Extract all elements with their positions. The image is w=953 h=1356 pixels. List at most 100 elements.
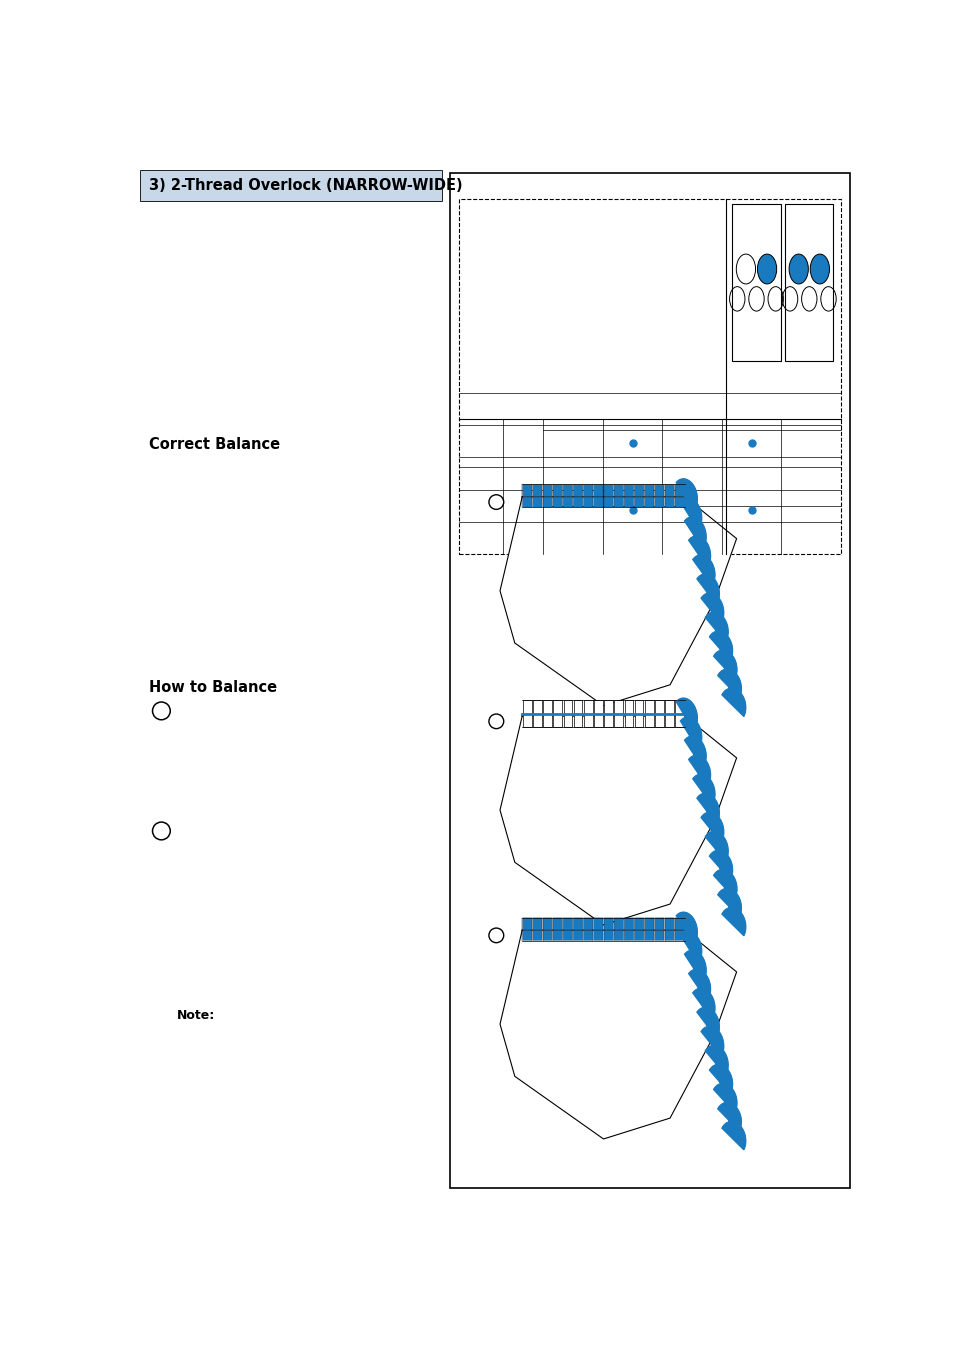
FancyBboxPatch shape bbox=[614, 498, 622, 507]
FancyBboxPatch shape bbox=[583, 930, 592, 940]
Bar bbox=[583, 701, 592, 727]
FancyBboxPatch shape bbox=[644, 918, 653, 930]
FancyBboxPatch shape bbox=[664, 484, 674, 496]
FancyBboxPatch shape bbox=[654, 484, 663, 496]
Text: 3) 2-Thread Overlock (NARROW-WIDE): 3) 2-Thread Overlock (NARROW-WIDE) bbox=[149, 178, 462, 193]
FancyBboxPatch shape bbox=[664, 930, 674, 940]
FancyBboxPatch shape bbox=[634, 498, 643, 507]
Bar bbox=[624, 701, 633, 727]
Polygon shape bbox=[499, 930, 736, 1139]
Bar bbox=[542, 701, 552, 727]
Polygon shape bbox=[700, 1026, 723, 1056]
FancyBboxPatch shape bbox=[573, 498, 582, 507]
Polygon shape bbox=[717, 670, 740, 698]
Ellipse shape bbox=[788, 254, 807, 283]
FancyBboxPatch shape bbox=[594, 918, 602, 930]
Bar bbox=[675, 701, 683, 727]
FancyBboxPatch shape bbox=[623, 918, 633, 930]
Polygon shape bbox=[704, 612, 727, 641]
Bar bbox=[614, 701, 622, 727]
FancyBboxPatch shape bbox=[644, 484, 653, 496]
Bar bbox=[655, 701, 663, 727]
Polygon shape bbox=[679, 717, 701, 750]
FancyBboxPatch shape bbox=[623, 930, 633, 940]
FancyBboxPatch shape bbox=[542, 918, 552, 930]
Text: How to Balance: How to Balance bbox=[149, 681, 276, 696]
Bar bbox=[644, 701, 653, 727]
FancyBboxPatch shape bbox=[594, 498, 602, 507]
Polygon shape bbox=[679, 932, 701, 963]
Polygon shape bbox=[684, 517, 705, 549]
Polygon shape bbox=[704, 831, 727, 861]
FancyBboxPatch shape bbox=[603, 498, 613, 507]
Polygon shape bbox=[721, 689, 745, 716]
Bar bbox=[459, 199, 840, 555]
FancyBboxPatch shape bbox=[603, 930, 613, 940]
FancyBboxPatch shape bbox=[583, 918, 592, 930]
FancyBboxPatch shape bbox=[553, 930, 561, 940]
FancyBboxPatch shape bbox=[563, 930, 572, 940]
Polygon shape bbox=[713, 650, 736, 679]
FancyBboxPatch shape bbox=[594, 930, 602, 940]
Polygon shape bbox=[684, 736, 705, 767]
FancyBboxPatch shape bbox=[623, 484, 633, 496]
FancyBboxPatch shape bbox=[644, 498, 653, 507]
Bar bbox=[522, 701, 531, 727]
FancyBboxPatch shape bbox=[594, 484, 602, 496]
Text: Correct Balance: Correct Balance bbox=[149, 437, 279, 452]
Polygon shape bbox=[717, 888, 740, 917]
FancyBboxPatch shape bbox=[675, 930, 683, 940]
FancyBboxPatch shape bbox=[614, 930, 622, 940]
Bar bbox=[634, 701, 642, 727]
FancyBboxPatch shape bbox=[533, 484, 541, 496]
FancyBboxPatch shape bbox=[563, 484, 572, 496]
FancyBboxPatch shape bbox=[654, 918, 663, 930]
FancyBboxPatch shape bbox=[583, 498, 592, 507]
FancyBboxPatch shape bbox=[533, 498, 541, 507]
Bar bbox=[563, 701, 572, 727]
Polygon shape bbox=[704, 1045, 727, 1075]
Bar bbox=[573, 701, 582, 727]
Polygon shape bbox=[697, 1008, 719, 1037]
Ellipse shape bbox=[757, 254, 776, 283]
Text: Note:: Note: bbox=[176, 1009, 215, 1022]
Polygon shape bbox=[679, 498, 701, 530]
Bar bbox=[140, 170, 441, 201]
FancyBboxPatch shape bbox=[553, 484, 561, 496]
FancyBboxPatch shape bbox=[675, 484, 683, 496]
Polygon shape bbox=[692, 774, 714, 805]
Polygon shape bbox=[697, 793, 719, 824]
FancyBboxPatch shape bbox=[563, 918, 572, 930]
Polygon shape bbox=[499, 716, 736, 925]
Polygon shape bbox=[713, 1083, 736, 1112]
FancyBboxPatch shape bbox=[542, 484, 552, 496]
FancyBboxPatch shape bbox=[634, 484, 643, 496]
FancyBboxPatch shape bbox=[522, 484, 531, 496]
Polygon shape bbox=[697, 574, 719, 605]
FancyBboxPatch shape bbox=[522, 498, 531, 507]
Bar bbox=[533, 701, 541, 727]
FancyBboxPatch shape bbox=[644, 930, 653, 940]
Polygon shape bbox=[721, 907, 745, 936]
FancyBboxPatch shape bbox=[654, 498, 663, 507]
FancyBboxPatch shape bbox=[583, 484, 592, 496]
Polygon shape bbox=[700, 593, 723, 624]
FancyBboxPatch shape bbox=[522, 930, 531, 940]
Polygon shape bbox=[676, 479, 697, 511]
Polygon shape bbox=[709, 850, 732, 880]
FancyBboxPatch shape bbox=[603, 918, 613, 930]
FancyBboxPatch shape bbox=[563, 498, 572, 507]
Polygon shape bbox=[692, 555, 714, 586]
Polygon shape bbox=[676, 698, 697, 731]
Polygon shape bbox=[676, 913, 697, 945]
FancyBboxPatch shape bbox=[614, 484, 622, 496]
Polygon shape bbox=[688, 536, 710, 567]
FancyBboxPatch shape bbox=[675, 918, 683, 930]
Bar bbox=[603, 701, 613, 727]
Polygon shape bbox=[700, 812, 723, 842]
FancyBboxPatch shape bbox=[573, 918, 582, 930]
FancyBboxPatch shape bbox=[533, 930, 541, 940]
Ellipse shape bbox=[809, 254, 828, 283]
FancyBboxPatch shape bbox=[553, 918, 561, 930]
FancyBboxPatch shape bbox=[573, 930, 582, 940]
